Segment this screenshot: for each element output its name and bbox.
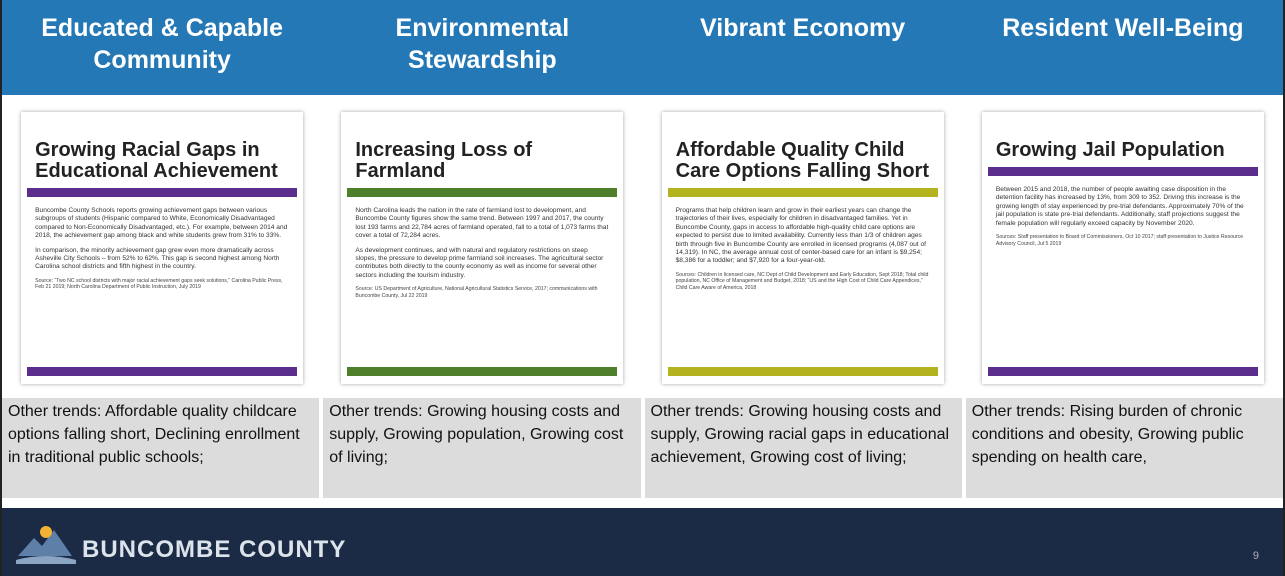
card-bottom-bar — [347, 367, 618, 376]
footer: BUNCOMBE COUNTY 9 — [2, 508, 1283, 576]
logo-sun — [40, 526, 52, 538]
logo-mountains — [18, 530, 72, 556]
card-column: Growing Racial Gaps in Educational Achie… — [2, 112, 322, 390]
column-heading: Vibrant Economy — [700, 14, 906, 42]
column-heading: Educated & Capable Community — [41, 14, 283, 74]
other-trends: Other trends: Growing housing costs and … — [644, 398, 962, 498]
card-column: Increasing Loss of Farmland North Carolin… — [322, 112, 642, 390]
card-source: Source: “Two NC school districts with ma… — [35, 277, 283, 291]
logo-river — [16, 556, 76, 564]
card: Affordable Quality Child Care Options Fa… — [661, 112, 944, 384]
card-paragraph: Between 2015 and 2018, the number of peo… — [995, 186, 1244, 227]
card-bar — [347, 188, 618, 197]
card: Increasing Loss of Farmland North Carolin… — [341, 112, 624, 384]
logo — [16, 526, 76, 564]
column-heading: Environmental Stewardship — [395, 14, 570, 74]
other-trends: Other trends: Growing housing costs and … — [323, 398, 641, 498]
card-paragraph: Programs that help children learn and gr… — [675, 207, 926, 265]
card-column: Growing Jail Population Between 2015 and … — [963, 112, 1283, 390]
card: Growing Jail Population Between 2015 and … — [981, 112, 1264, 384]
card-bottom-bar — [667, 367, 938, 376]
other-trends: Other trends: Affordable quality childca… — [2, 398, 320, 498]
brand: BUNCOMBE COUNTY — [82, 536, 347, 563]
card-title: Affordable Quality Child Care Options Fa… — [675, 139, 929, 182]
card: Growing Racial Gaps in Educational Achie… — [21, 112, 304, 384]
card-source: Sources: Children in licensed care, NC D… — [675, 271, 929, 292]
card-bar — [27, 188, 298, 197]
card-title: Increasing Loss of Farmland — [355, 139, 533, 182]
card-bar — [987, 167, 1258, 176]
other-trends: Other trends: Rising burden of chronic c… — [965, 398, 1283, 498]
card-title: Growing Jail Population — [995, 139, 1225, 161]
card-source: Sources: Staff presentation to Board of … — [995, 234, 1244, 247]
card-column: Affordable Quality Child Care Options Fa… — [643, 112, 963, 390]
page-number: 9 — [1252, 550, 1259, 562]
column-heading: Resident Well-Being — [1002, 14, 1244, 42]
card-title: Growing Racial Gaps in Educational Achie… — [35, 139, 278, 182]
card-bottom-bar — [27, 367, 298, 376]
card-source: Source: US Department of Agriculture, Na… — [355, 286, 598, 299]
trends: Other trends: Affordable quality childca… — [2, 398, 1283, 498]
card-bar — [667, 188, 938, 197]
card-paragraph: As development continues, and with natur… — [355, 246, 604, 279]
cards: Growing Racial Gaps in Educational Achie… — [2, 112, 1283, 390]
card-paragraph: In comparison, the minority achievement … — [35, 246, 280, 271]
card-paragraph: Buncombe County Schools reports growing … — [35, 207, 288, 240]
card-bottom-bar — [987, 367, 1258, 376]
header-band: Educated & Capable Community Environmenta… — [2, 0, 1283, 95]
card-paragraph: North Carolina leads the nation in the r… — [355, 207, 609, 240]
